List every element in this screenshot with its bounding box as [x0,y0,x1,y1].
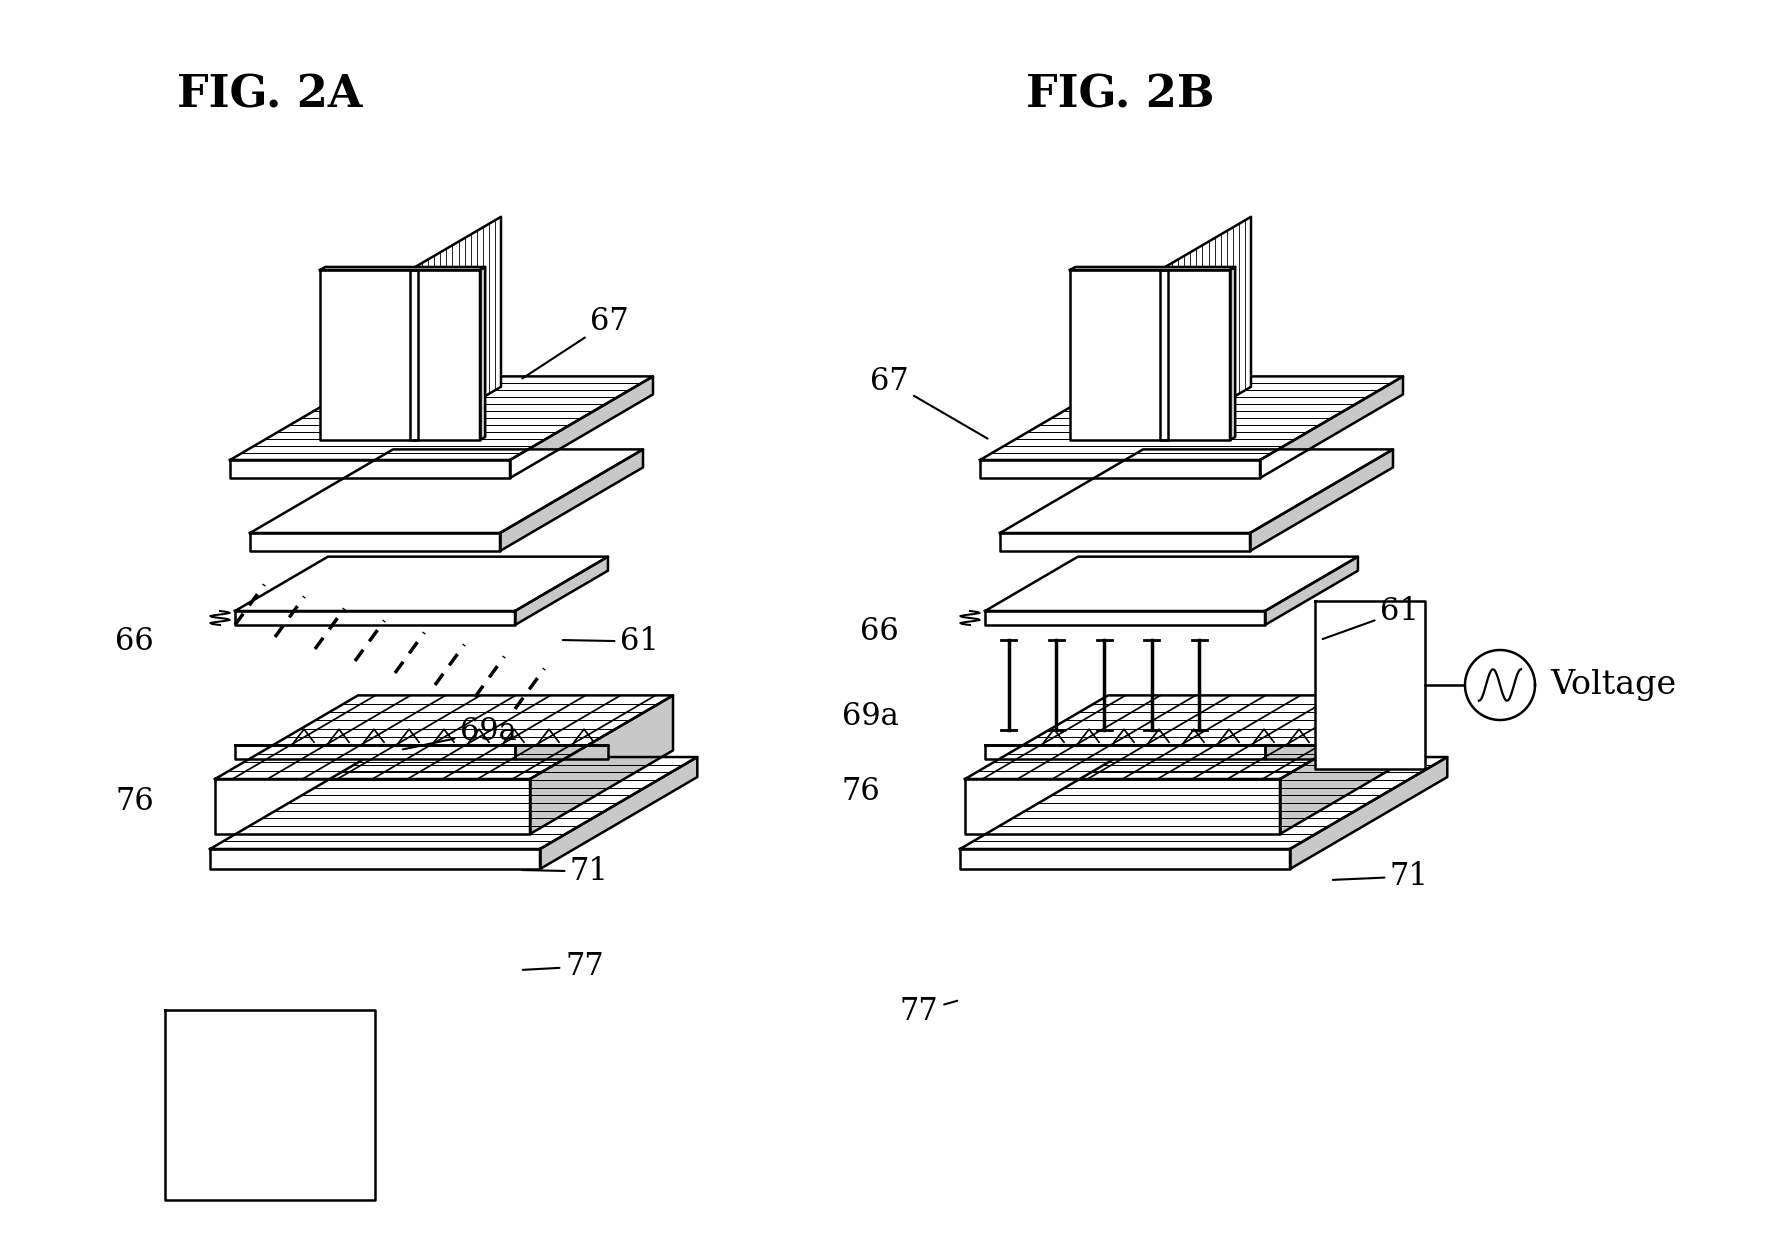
Polygon shape [320,270,480,440]
Polygon shape [511,377,654,479]
Text: 76: 76 [841,776,880,808]
Text: 71: 71 [1332,862,1429,892]
Text: 77: 77 [900,996,957,1027]
Polygon shape [961,849,1289,869]
Polygon shape [1259,377,1404,479]
Polygon shape [1070,268,1236,270]
Polygon shape [411,217,502,440]
Text: 76: 76 [114,786,154,816]
Polygon shape [211,849,539,869]
Polygon shape [1159,217,1250,440]
Polygon shape [230,377,654,460]
Polygon shape [1250,450,1393,551]
Polygon shape [1070,270,1231,440]
Polygon shape [211,757,697,849]
Polygon shape [530,696,673,834]
Polygon shape [1289,757,1447,869]
Text: 66: 66 [114,625,154,657]
Polygon shape [1000,450,1393,533]
Polygon shape [1231,268,1236,440]
Polygon shape [1000,533,1250,551]
Text: 69a: 69a [402,716,516,750]
Polygon shape [214,779,530,834]
Polygon shape [981,377,1404,460]
Text: 66: 66 [861,615,898,647]
Polygon shape [981,460,1259,479]
Polygon shape [1264,745,1357,759]
Polygon shape [1159,270,1168,440]
Polygon shape [1281,696,1423,834]
Polygon shape [986,556,1357,610]
Polygon shape [986,745,1264,759]
Polygon shape [539,757,697,869]
Polygon shape [236,745,514,759]
Polygon shape [480,268,486,440]
Polygon shape [514,745,607,759]
Polygon shape [164,1010,375,1199]
Text: 61: 61 [563,625,659,657]
Polygon shape [236,556,607,610]
Text: 71: 71 [523,857,609,887]
Polygon shape [1314,602,1425,769]
Text: Voltage: Voltage [1550,669,1677,701]
Polygon shape [500,450,643,551]
Text: FIG. 2A: FIG. 2A [177,74,363,117]
Polygon shape [986,610,1264,625]
Polygon shape [230,460,511,479]
Polygon shape [961,757,1447,849]
Polygon shape [250,533,500,551]
Polygon shape [320,268,486,270]
Polygon shape [964,779,1281,834]
Polygon shape [236,610,514,625]
Text: FIG. 2B: FIG. 2B [1025,74,1214,117]
Polygon shape [411,270,418,440]
Polygon shape [214,696,673,779]
Polygon shape [1264,556,1357,625]
Text: 61: 61 [1323,597,1418,639]
Text: 69a: 69a [841,701,898,732]
Text: 77: 77 [523,951,604,982]
Polygon shape [1465,651,1534,720]
Text: 67: 67 [522,306,629,378]
Polygon shape [514,556,607,625]
Text: 67: 67 [870,365,988,438]
Polygon shape [250,450,643,533]
Polygon shape [964,696,1423,779]
